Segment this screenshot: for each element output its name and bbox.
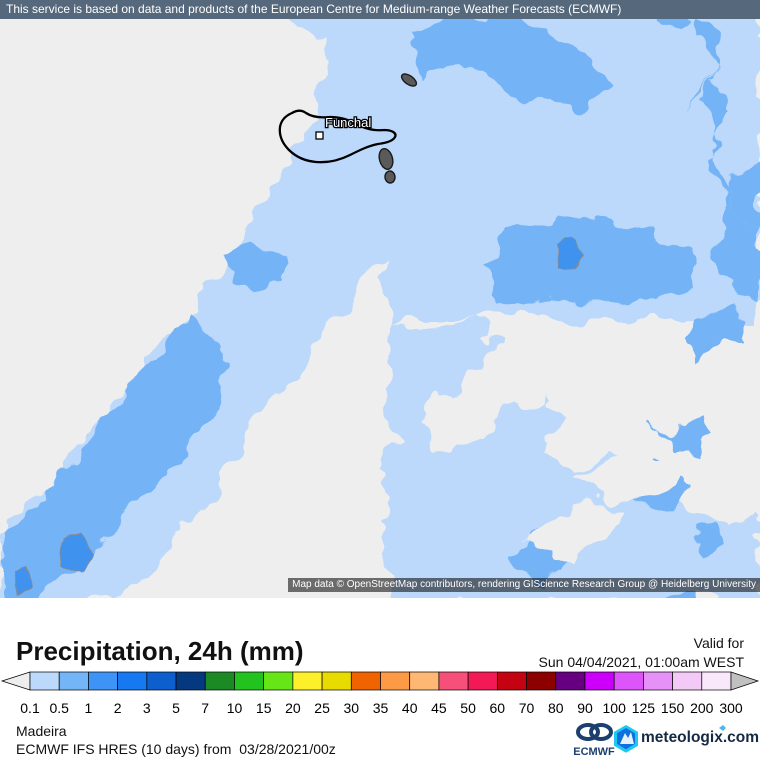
svg-text:1: 1 (85, 700, 93, 715)
svg-text:50: 50 (460, 700, 476, 715)
svg-text:300: 300 (719, 700, 743, 715)
svg-text:meteologix.com: meteologix.com (641, 729, 759, 746)
svg-text:125: 125 (632, 700, 656, 715)
svg-text:15: 15 (256, 700, 272, 715)
svg-text:2: 2 (114, 700, 122, 715)
svg-text:70: 70 (519, 700, 535, 715)
svg-text:30: 30 (344, 700, 360, 715)
svg-text:20: 20 (285, 700, 301, 715)
svg-text:25: 25 (314, 700, 330, 715)
svg-text:0.5: 0.5 (49, 700, 69, 715)
svg-text:7: 7 (201, 700, 209, 715)
svg-text:60: 60 (490, 700, 506, 715)
svg-text:150: 150 (661, 700, 685, 715)
svg-text:90: 90 (577, 700, 593, 715)
svg-text:3: 3 (143, 700, 151, 715)
svg-text:5: 5 (172, 700, 180, 715)
svg-text:ECMWF: ECMWF (573, 746, 615, 758)
svg-text:80: 80 (548, 700, 564, 715)
svg-text:Funchal: Funchal (325, 115, 371, 130)
svg-text:40: 40 (402, 700, 418, 715)
svg-text:0.1: 0.1 (20, 700, 40, 715)
svg-text:100: 100 (603, 700, 627, 715)
svg-text:35: 35 (373, 700, 389, 715)
svg-text:200: 200 (690, 700, 714, 715)
svg-text:45: 45 (431, 700, 447, 715)
svg-text:10: 10 (227, 700, 243, 715)
